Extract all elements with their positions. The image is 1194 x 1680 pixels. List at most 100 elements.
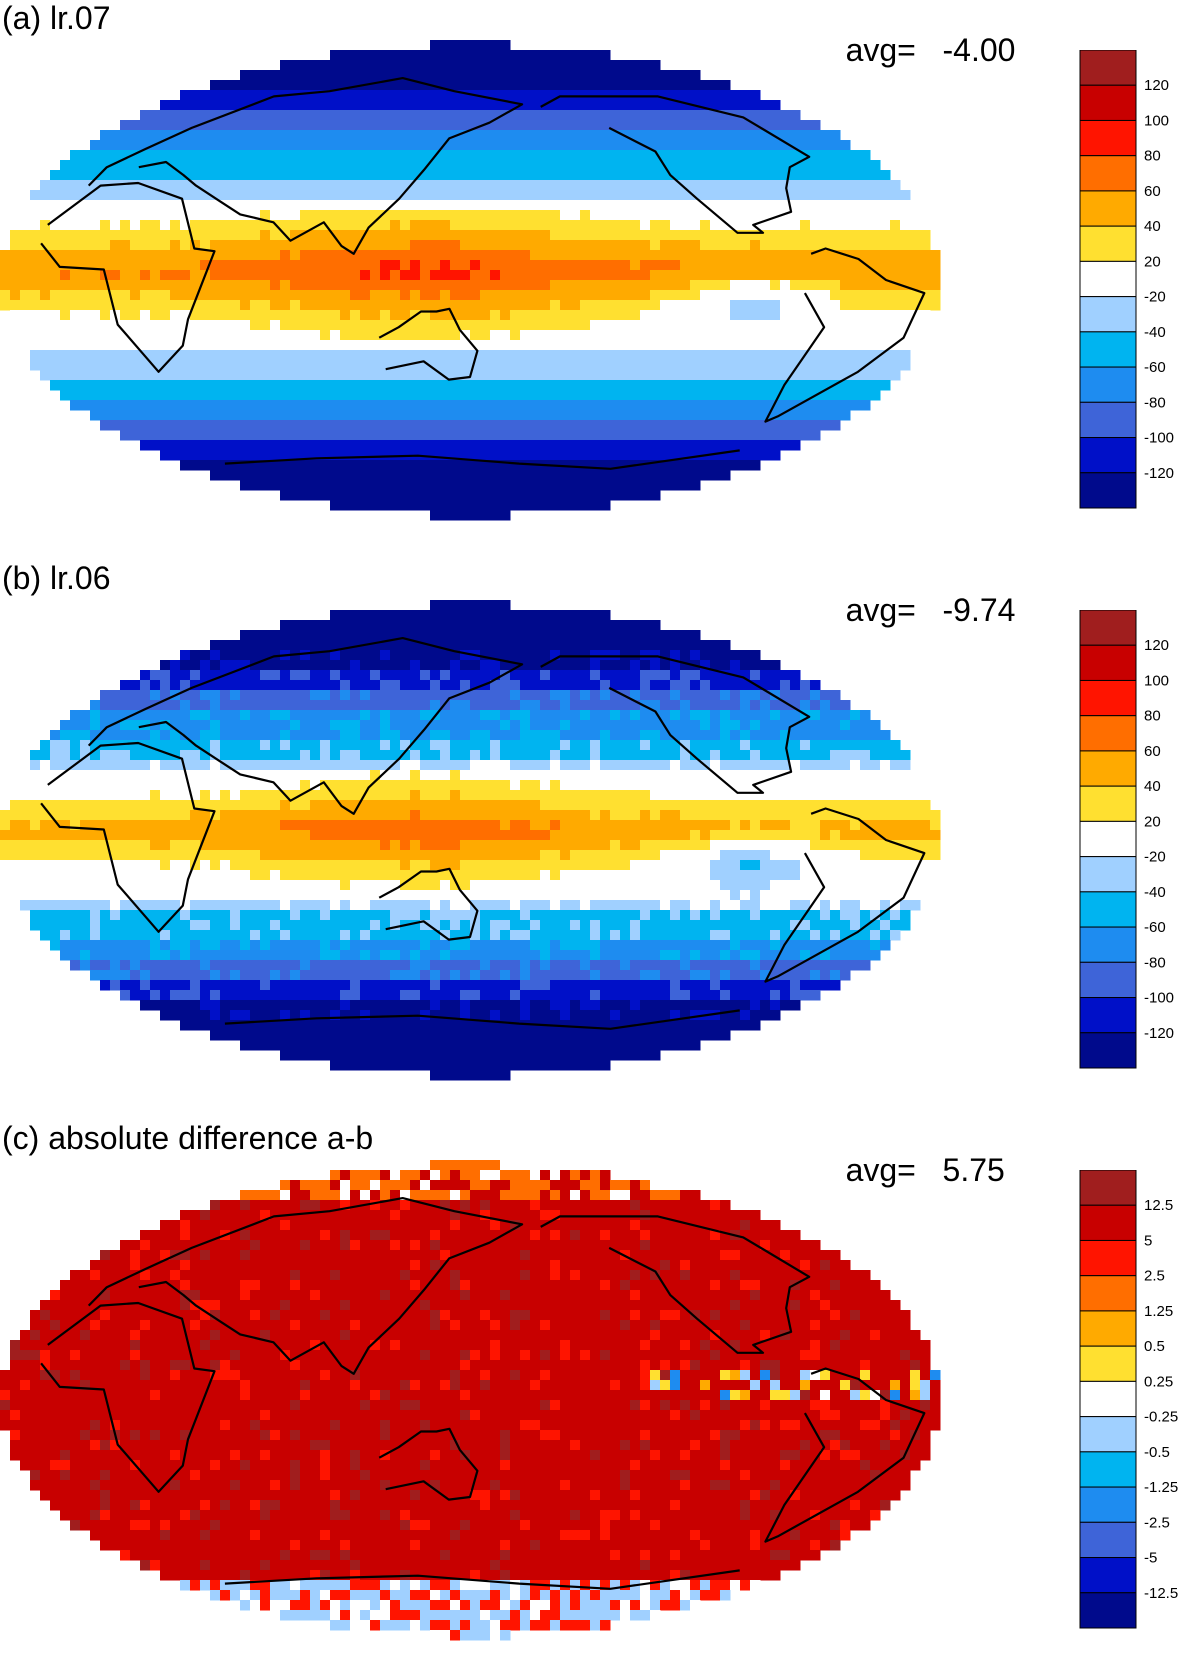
- panel-c: (c) absolute difference a-b avg= 5.75 12…: [0, 1120, 1194, 1677]
- colorbar-swatch: [1079, 50, 1137, 86]
- colorbar-tick-label: 80: [1144, 708, 1161, 725]
- colorbar-swatch: [1079, 679, 1137, 717]
- world-map: [0, 40, 941, 521]
- colorbar-swatch: [1079, 1557, 1137, 1594]
- colorbar-tick-label: -2.5: [1144, 1514, 1170, 1531]
- colorbar-tick-label: 40: [1144, 218, 1161, 235]
- colorbar-swatch: [1079, 1521, 1137, 1559]
- colorbar-tick-label: 80: [1144, 148, 1161, 165]
- colorbar-tick-label: 100: [1144, 672, 1169, 689]
- colorbar-swatch: [1079, 926, 1137, 963]
- panel-title: (c) absolute difference a-b: [2, 1120, 374, 1156]
- panel-average: avg= -9.74: [810, 562, 1016, 658]
- colorbar-tick-label: -60: [1144, 359, 1166, 376]
- colorbar-swatch: [1079, 84, 1137, 121]
- colorbar-tick-label: -5: [1144, 1550, 1157, 1567]
- colorbar-swatch: [1079, 331, 1137, 368]
- avg-value: 5.75: [942, 1152, 1005, 1188]
- colorbar-swatch: [1079, 296, 1137, 333]
- coastlines: [40, 637, 926, 1030]
- panel-title: (b) lr.06: [2, 560, 111, 596]
- coastlines: [40, 77, 926, 470]
- colorbar-tick-label: -120: [1144, 465, 1174, 482]
- colorbar-tick-label: -12.5: [1144, 1585, 1178, 1602]
- colorbar-swatch: [1079, 190, 1137, 227]
- colorbar-swatch: [1079, 225, 1137, 262]
- colorbar-tick-label: 1.25: [1144, 1303, 1173, 1320]
- colorbar-swatch: [1079, 1416, 1137, 1453]
- panel-b: (b) lr.06 avg= -9.74 120 100 80 60 40 20 -20 -4…: [0, 560, 1194, 1120]
- colorbar-swatch: [1079, 1170, 1137, 1206]
- colorbar-swatch: [1079, 1380, 1137, 1418]
- colorbar: 12.5 5 2.5 1.25 0.5 0.25 -0.25 -0.5 -1.25 -2.5 -5 -…: [1079, 1170, 1178, 1629]
- colorbar-swatch: [1079, 1239, 1137, 1277]
- world-map: [0, 1160, 941, 1641]
- colorbar-tick-label: -120: [1144, 1025, 1174, 1042]
- colorbar-swatch: [1079, 1451, 1137, 1488]
- colorbar-swatch: [1079, 997, 1137, 1034]
- colorbar-swatch: [1079, 891, 1137, 928]
- avg-prefix: avg=: [845, 32, 916, 68]
- colorbar-tick-label: 60: [1144, 183, 1161, 200]
- colorbar-tick-label: -80: [1144, 394, 1166, 411]
- panel-a: (a) lr.07 avg= -4.00 120 100 80 60 40 20 -20 -4…: [0, 0, 1194, 560]
- colorbar-tick-label: 0.25: [1144, 1373, 1173, 1390]
- avg-value: -9.74: [942, 592, 1016, 628]
- colorbar-swatch: [1079, 260, 1137, 298]
- colorbar-tick-label: 40: [1144, 778, 1161, 795]
- colorbar-swatch: [1079, 1345, 1137, 1382]
- colorbar-tick-label: -60: [1144, 919, 1166, 936]
- colorbar-swatch: [1079, 119, 1137, 157]
- colorbar-tick-label: 100: [1144, 112, 1169, 129]
- colorbar-swatch: [1079, 610, 1137, 646]
- coastlines: [40, 1197, 926, 1590]
- colorbar-swatch: [1079, 1310, 1137, 1347]
- panel-average: avg= -4.00: [810, 2, 1016, 98]
- colorbar-tick-label: -40: [1144, 324, 1166, 341]
- colorbar-tick-label: -80: [1144, 954, 1166, 971]
- colorbar-tick-label: 120: [1144, 637, 1169, 654]
- colorbar-tick-label: 5: [1144, 1232, 1152, 1249]
- colorbar-swatch: [1079, 401, 1137, 439]
- colorbar-swatch: [1079, 1204, 1137, 1241]
- colorbar-swatch: [1079, 1032, 1137, 1069]
- colorbar-swatch: [1079, 644, 1137, 681]
- colorbar-tick-label: 120: [1144, 77, 1169, 94]
- colorbar-swatch: [1079, 785, 1137, 822]
- colorbar-tick-label: -0.5: [1144, 1444, 1170, 1461]
- colorbar-swatch: [1079, 820, 1137, 858]
- avg-value: -4.00: [942, 32, 1016, 68]
- colorbar-tick-label: -100: [1144, 430, 1174, 447]
- avg-prefix: avg=: [845, 592, 916, 628]
- colorbar-swatch: [1079, 715, 1137, 752]
- colorbar-tick-label: -20: [1144, 289, 1166, 306]
- avg-prefix: avg=: [845, 1152, 916, 1188]
- colorbar-tick-label: 20: [1144, 253, 1161, 270]
- colorbar-swatch: [1079, 1275, 1137, 1312]
- colorbar-swatch: [1079, 366, 1137, 403]
- colorbar-swatch: [1079, 1486, 1137, 1523]
- panel-average: avg= 5.75: [810, 1122, 1005, 1218]
- colorbar-tick-label: -1.25: [1144, 1479, 1178, 1496]
- colorbar-tick-label: 12.5: [1144, 1197, 1173, 1214]
- colorbar-tick-label: 60: [1144, 743, 1161, 760]
- colorbar-tick-label: 20: [1144, 813, 1161, 830]
- colorbar: 120 100 80 60 40 20 -20 -40 -60 -80 -100 -120: [1079, 610, 1174, 1069]
- colorbar-tick-label: -20: [1144, 849, 1166, 866]
- colorbar-swatch: [1079, 856, 1137, 893]
- colorbar-swatch: [1079, 472, 1137, 509]
- field-grid: [0, 600, 941, 1081]
- colorbar-swatch: [1079, 155, 1137, 192]
- field-grid: [0, 40, 941, 521]
- colorbar-swatch: [1079, 437, 1137, 474]
- colorbar-swatch: [1079, 961, 1137, 999]
- colorbar-swatch: [1079, 1592, 1137, 1629]
- field-grid: [0, 1160, 941, 1641]
- colorbar-tick-label: -0.25: [1144, 1409, 1178, 1426]
- colorbar-tick-label: -40: [1144, 884, 1166, 901]
- world-map: [0, 600, 941, 1081]
- colorbar-tick-label: 2.5: [1144, 1268, 1165, 1285]
- panel-title: (a) lr.07: [2, 0, 111, 36]
- colorbar-swatch: [1079, 750, 1137, 787]
- colorbar: 120 100 80 60 40 20 -20 -40 -60 -80 -100 -120: [1079, 50, 1174, 509]
